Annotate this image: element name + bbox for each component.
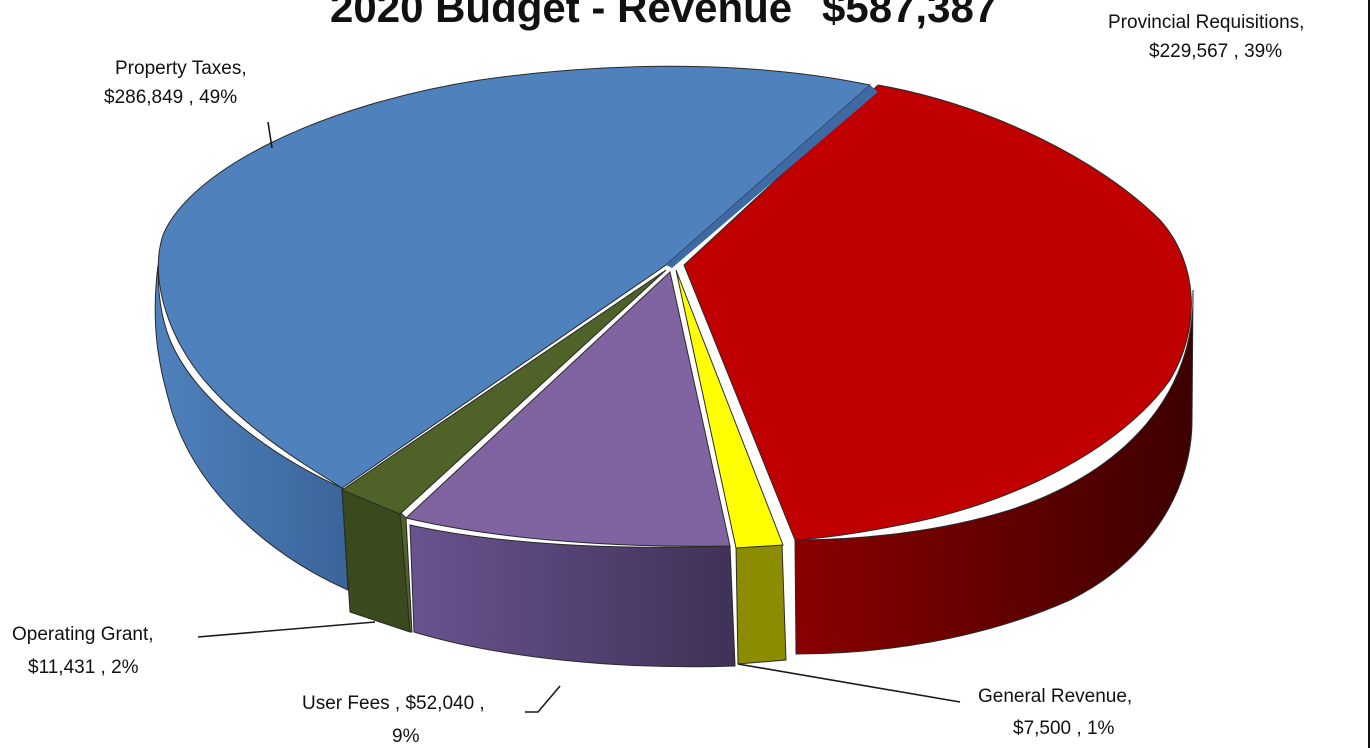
label-general-revenue: General Revenue, $7,500 , 1% <box>978 686 1138 739</box>
label-property-taxes: Property Taxes, $286,849 , 49% <box>104 58 252 108</box>
label-operating-grant: Operating Grant, $11,431 , 2% <box>12 624 159 678</box>
slice-user-fees <box>404 271 731 547</box>
slice-operating-grant <box>340 269 667 515</box>
slice-side-general-revenue <box>735 543 787 665</box>
leader-general-revenue <box>737 663 961 703</box>
slice-general-revenue <box>675 269 784 549</box>
chart-title-total: $587,387 <box>822 0 997 31</box>
slice-provincial-requisitions <box>683 84 1192 541</box>
leader-user-fees <box>525 685 561 713</box>
leader-property-taxes <box>267 121 273 149</box>
leader-operating-grant <box>197 621 376 638</box>
label-user-fees: User Fees , $52,040 , 9% <box>302 693 490 747</box>
slice-gap-property-taxes <box>666 85 878 268</box>
slice-side-user-fees <box>409 524 736 668</box>
slice-property-taxes <box>157 65 872 489</box>
chart-title: 2020 Budget - Revenue <box>330 0 792 31</box>
label-provincial-requisitions: Provincial Requisitions, $229,567 , 39% <box>1108 12 1310 62</box>
slice-side-property-taxes <box>154 264 349 591</box>
slice-side-operating-grant-front <box>399 510 413 633</box>
slice-side-provincial-requisitions <box>794 289 1194 655</box>
